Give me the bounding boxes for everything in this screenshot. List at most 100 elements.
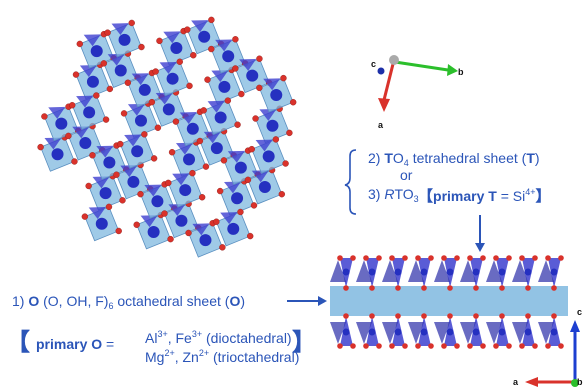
tetrahedron [239, 58, 257, 71]
right-bracket: 】 [292, 329, 316, 356]
tetrahedron-top-back [434, 260, 450, 282]
tetrahedron [191, 20, 209, 32]
axis-label-b-top: b [458, 67, 464, 77]
oxygen-atom [248, 145, 255, 153]
oxygen-atom [232, 36, 239, 43]
oxygen-atom [89, 152, 96, 159]
oxygen-atom [551, 285, 557, 291]
oxygen-atom [141, 131, 148, 138]
oxygen-atom [428, 343, 434, 349]
oxygen-atom [161, 210, 168, 217]
tetrahedron-top-back [330, 260, 346, 282]
oxygen-atom [545, 343, 551, 349]
oxygen-atom [150, 155, 158, 162]
cation-atom [151, 195, 164, 208]
tetrahedron [72, 126, 90, 139]
oxygen-atom [200, 107, 207, 114]
tetrahedron [263, 78, 281, 91]
oxygen-atom [369, 285, 375, 291]
tetrahedron [83, 34, 101, 47]
cation-atom [227, 222, 240, 235]
cation-atom [472, 328, 480, 336]
oxygen-atom [184, 26, 191, 33]
tetrahedron [255, 139, 273, 152]
tetrahedron-bottom-back [408, 322, 424, 344]
oxygen-atom [343, 313, 349, 319]
oxygen-atom [186, 82, 193, 90]
oxygen-atom [250, 202, 258, 209]
tetrahedron-bottom-back [486, 322, 502, 344]
cation-atom [183, 153, 196, 166]
oxygen-atom [85, 182, 92, 190]
cation-atom [222, 50, 235, 63]
tetrahedron [168, 203, 186, 216]
oxygen-atom [189, 169, 196, 177]
axis-c-head [570, 320, 580, 332]
cation-atom [258, 181, 271, 194]
tetrahedron-top-back [512, 260, 528, 282]
primary-o-label: primary O = [36, 336, 115, 352]
tetrahedron [96, 145, 114, 158]
oxygen-atom [202, 163, 210, 170]
tetrahedron [76, 95, 94, 108]
oxygen-atom [148, 98, 156, 106]
oxygen-atom [115, 227, 122, 235]
cation-atom [420, 268, 428, 276]
oxygen-atom [282, 160, 289, 167]
oxygen-atom [196, 137, 204, 145]
oxygen-atom [138, 43, 145, 51]
tetrahedron-top-back [382, 260, 398, 282]
axis-a-head [378, 98, 390, 112]
tetrahedron [111, 23, 129, 36]
oxygen-atom [128, 19, 135, 27]
oxygen-atom [81, 213, 89, 220]
oxygen-atom [376, 255, 382, 261]
oxygen-atom [289, 99, 297, 106]
side-view-tot-layer [330, 255, 568, 349]
axis-b-head [447, 64, 458, 76]
oxygen-atom [519, 343, 525, 349]
arrow-to-octahedral-sheet [287, 296, 327, 306]
axis-origin [389, 55, 399, 65]
oxygen-atom [190, 52, 197, 59]
oxygen-atom [447, 313, 453, 319]
cation-atom [394, 328, 402, 336]
oxygen-atom [532, 343, 538, 349]
primary-t-line: 【primary T = Si4+】 [418, 187, 551, 205]
oxygen-atom [350, 343, 356, 349]
oxygen-atom [506, 255, 512, 261]
tetrahedron [79, 65, 97, 77]
cation-atom [420, 328, 428, 336]
oxygen-atom [558, 255, 564, 261]
cation-atom [170, 42, 183, 55]
cation-atom [342, 268, 350, 276]
oxygen-atom [37, 143, 44, 151]
oxygen-atom [525, 313, 531, 319]
tetrahedron [163, 31, 181, 44]
cation-atom [218, 80, 231, 93]
tetrahedron [44, 137, 62, 150]
rto3-line: 3) RTO3 [368, 186, 419, 204]
oxygen-atom [198, 194, 206, 201]
tetrahedron [127, 103, 146, 116]
oxygen-atom [41, 113, 48, 120]
cation-atom [368, 268, 376, 276]
cation-atom [199, 234, 212, 247]
oxygen-atom [154, 124, 162, 131]
left-bracket: 【 [6, 329, 30, 356]
cation-atom [524, 328, 532, 336]
oxygen-atom [280, 74, 287, 82]
tetrahedron [227, 150, 245, 163]
cation-atom [138, 83, 151, 96]
cation-atom [162, 103, 175, 116]
tetrahedron-top-back [538, 260, 554, 282]
plan-view-lattice [37, 16, 297, 258]
oxygen-atom [168, 149, 176, 156]
tetrahedral-brace [344, 149, 357, 215]
tetrahedron-bottom-back [434, 322, 450, 344]
oxygen-atom [343, 285, 349, 291]
cation-atom [127, 175, 140, 188]
cation-atom [524, 268, 532, 276]
oxygen-atom [480, 255, 486, 261]
